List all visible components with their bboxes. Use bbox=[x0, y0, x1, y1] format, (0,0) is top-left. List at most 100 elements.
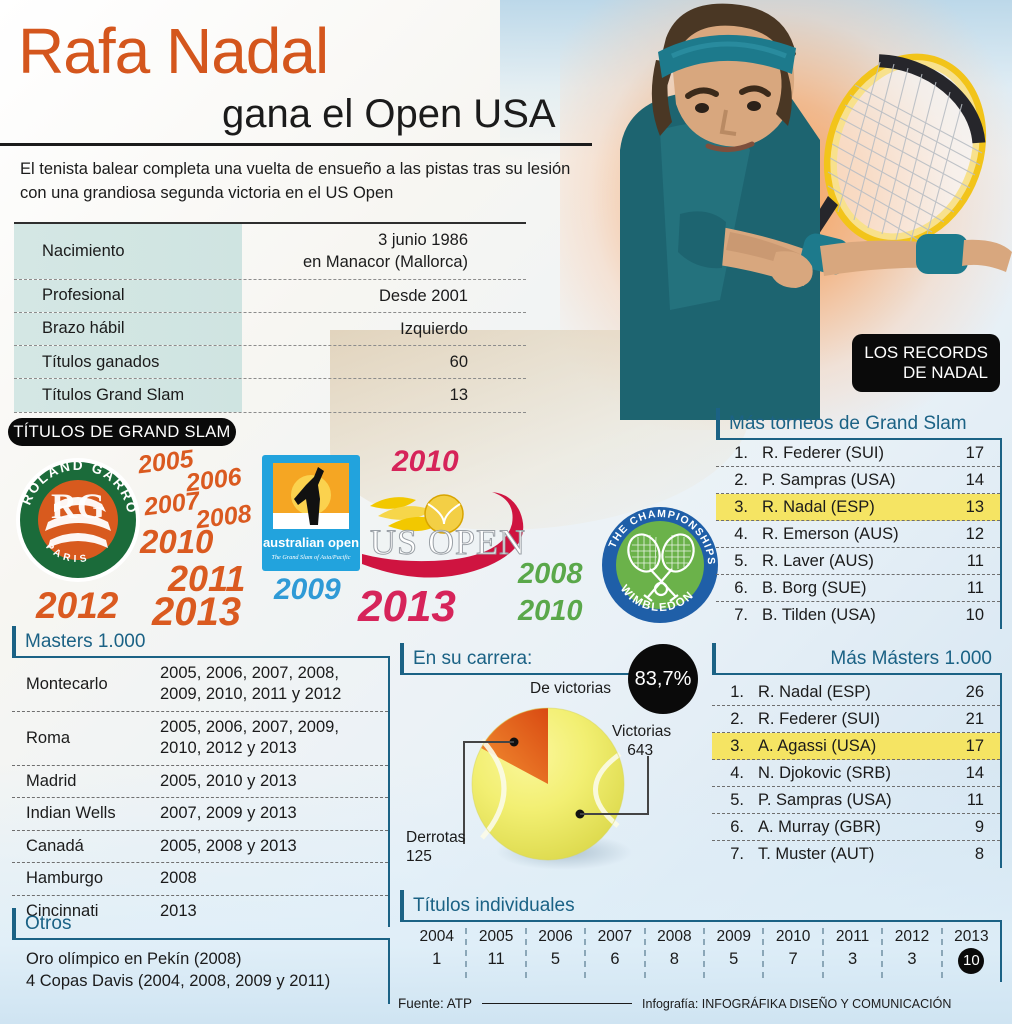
us-open-logo-icon: US OPEN bbox=[362, 492, 526, 578]
panel-rule-otros bbox=[12, 938, 390, 940]
otros-line-1: Oro olímpico en Pekín (2008) bbox=[26, 950, 242, 968]
rank-position: 6. bbox=[730, 817, 744, 836]
rank-value: 9 bbox=[974, 817, 984, 836]
table-row[interactable]: 1. R. Nadal (ESP) 26 bbox=[712, 679, 1000, 706]
wins-callout: Victorias 643 bbox=[612, 722, 671, 761]
table-row[interactable]: 5. P. Sampras (USA) 11 bbox=[712, 787, 1000, 814]
panel-title-otros: Otros bbox=[25, 913, 72, 934]
bio-value-nacimiento: 3 junio 1986 en Manacor (Mallorca) bbox=[302, 231, 468, 272]
losses-value: 125 bbox=[406, 848, 432, 866]
rg-year-2011: 2011 bbox=[168, 558, 246, 599]
rank-player-name: A. Agassi (USA) bbox=[758, 736, 877, 755]
rank-value: 12 bbox=[965, 524, 984, 543]
timeline-cell-2008: 2008 8 bbox=[646, 928, 706, 978]
footer-divider-line bbox=[482, 1003, 633, 1004]
svg-text:The Grand Slam of Asia/Pacific: The Grand Slam of Asia/Pacific bbox=[272, 554, 351, 561]
rank-value: 26 bbox=[965, 682, 984, 701]
panel-rule-masters-1000 bbox=[12, 656, 390, 658]
win-percentage-caption: De victorias bbox=[530, 680, 611, 697]
table-row: Nacimiento 3 junio 1986 en Manacor (Mallo… bbox=[14, 224, 526, 280]
panel-head-mas-masters: Más Másters 1.000 bbox=[712, 643, 1002, 673]
rank-position: 6. bbox=[734, 578, 748, 597]
australian-open-logo-icon: australian open The Grand Slam of Asia/P… bbox=[262, 455, 360, 571]
rank-player-name: R. Federer (SUI) bbox=[762, 443, 884, 462]
grand-slam-logo-cluster: RG ROLAND GARROS PARIS 2005 2006 2007 20… bbox=[0, 440, 720, 634]
rank-value: 14 bbox=[965, 763, 984, 782]
rank-value: 21 bbox=[965, 709, 984, 728]
rank-position: 7. bbox=[734, 606, 748, 624]
footer-credit: Infografía: INFOGRÁFIKA DISEÑO Y COMUNIC… bbox=[642, 996, 952, 1011]
wim-year-2008: 2008 bbox=[518, 558, 583, 590]
timeline-count: 11 bbox=[487, 950, 505, 968]
timeline-count: 5 bbox=[550, 950, 561, 968]
table-row[interactable]: 4. N. Djokovic (SRB) 14 bbox=[712, 760, 1000, 787]
masters-tournament-name: Hamburgo bbox=[26, 869, 104, 888]
panel-head-masters-1000: Masters 1.000 bbox=[12, 626, 390, 656]
table-row[interactable]: 7. B. Tilden (USA) 10 bbox=[716, 602, 1000, 629]
table-row[interactable]: 6. B. Borg (SUE) 11 bbox=[716, 575, 1000, 602]
rank-position: 5. bbox=[730, 790, 744, 809]
rg-year-2012: 2012 bbox=[36, 585, 119, 626]
timeline-year: 2009 bbox=[716, 928, 751, 945]
table-row-highlighted[interactable]: 3. R. Nadal (ESP) 13 bbox=[716, 494, 1000, 521]
rank-value: 11 bbox=[966, 790, 984, 809]
timeline-count: 3 bbox=[847, 950, 858, 968]
timeline-year: 2013 bbox=[954, 928, 989, 945]
rank-position: 2. bbox=[730, 709, 744, 728]
panel-body-otros: Oro olímpico en Pekín (2008) 4 Copas Dav… bbox=[12, 940, 390, 1004]
panel-body-masters-1000: Montecarlo 2005, 2006, 2007, 2008, 2009, … bbox=[12, 658, 390, 927]
masters-tournament-years: 2005, 2006, 2007, 2008, 2009, 2010, 2011 … bbox=[160, 664, 342, 704]
table-row[interactable]: 2. R. Federer (SUI) 21 bbox=[712, 706, 1000, 733]
wins-label: Victorias bbox=[612, 723, 672, 740]
rg-year-2013: 2013 bbox=[152, 590, 241, 634]
panel-rule-en-su-carrera bbox=[400, 673, 696, 675]
table-row[interactable]: 6. A. Murray (GBR) 9 bbox=[712, 814, 1000, 841]
timeline-count: 10 bbox=[958, 948, 985, 974]
career-pie-chart bbox=[463, 707, 649, 870]
losses-label: Derrotas bbox=[406, 829, 466, 846]
timeline-count: 7 bbox=[788, 950, 798, 968]
rank-value: 17 bbox=[965, 443, 984, 462]
svg-text:RG: RG bbox=[51, 486, 105, 526]
timeline-cell-2013: 2013 10 bbox=[943, 928, 1000, 978]
timeline-cell-2010: 2010 7 bbox=[764, 928, 824, 978]
timeline-cell-2007: 2007 6 bbox=[586, 928, 646, 978]
rank-player-name: R. Emerson (AUS) bbox=[762, 524, 899, 543]
wins-value: 643 bbox=[627, 742, 654, 760]
bio-label-nacimiento: Nacimiento bbox=[14, 224, 242, 279]
timeline-count: 5 bbox=[729, 950, 739, 968]
table-row[interactable]: 4. R. Emerson (AUS) 12 bbox=[716, 521, 1000, 548]
win-percentage-badge: 83,7% bbox=[628, 644, 698, 714]
bio-value-titulos-ganados: 60 bbox=[449, 353, 468, 372]
svg-text:US OPEN: US OPEN bbox=[370, 522, 526, 562]
otros-line-2: 4 Copas Davis (2004, 2008, 2009 y 2011) bbox=[26, 972, 331, 991]
page-title: Rafa Nadal bbox=[18, 15, 329, 87]
rank-player-name: P. Sampras (USA) bbox=[762, 470, 896, 489]
roland-garros-logo-icon: RG ROLAND GARROS PARIS bbox=[14, 456, 140, 582]
grand-slam-titles-badge: TÍTULOS DE GRAND SLAM bbox=[8, 418, 236, 446]
timeline-count: 1 bbox=[432, 950, 442, 968]
panel-body-mas-torneos: 1. R. Federer (SUI) 17 2. P. Sampras (US… bbox=[716, 440, 1002, 629]
losses-callout: Derrotas 125 bbox=[406, 828, 465, 867]
panel-title-masters-1000: Masters 1.000 bbox=[25, 631, 146, 652]
rg-year-2010: 2010 bbox=[140, 523, 214, 560]
table-row: Profesional Desde 2001 bbox=[14, 279, 526, 313]
wim-year-2010: 2010 bbox=[518, 595, 583, 627]
timeline-cell-2005: 2005 11 bbox=[467, 928, 527, 978]
panel-masters-1000: Masters 1.000 Montecarlo 2005, 2006, 200… bbox=[12, 626, 390, 927]
panel-head-otros: Otros bbox=[12, 908, 390, 938]
rank-position: 2. bbox=[734, 470, 748, 489]
table-row[interactable]: 5. R. Laver (AUS) 11 bbox=[716, 548, 1000, 575]
table-row[interactable]: 7. T. Muster (AUT) 8 bbox=[712, 841, 1000, 868]
table-row[interactable]: 2. P. Sampras (USA) 14 bbox=[716, 467, 1000, 494]
table-row[interactable]: 1. R. Federer (SUI) 17 bbox=[716, 440, 1000, 467]
timeline-count: 6 bbox=[610, 950, 620, 968]
table-row-highlighted[interactable]: 3. A. Agassi (USA) 17 bbox=[712, 733, 1000, 760]
rank-value: 11 bbox=[966, 551, 984, 570]
masters-tournament-name: Indian Wells bbox=[26, 804, 116, 823]
titles-timeline: 2004 1 2005 11 2006 5 2007 6 2008 8 2009… bbox=[400, 922, 1002, 982]
rank-position: 1. bbox=[730, 682, 744, 701]
header-divider bbox=[0, 143, 592, 146]
timeline-year: 2007 bbox=[597, 928, 633, 945]
lede-paragraph: El tenista balear completa una vuelta de… bbox=[20, 160, 571, 202]
